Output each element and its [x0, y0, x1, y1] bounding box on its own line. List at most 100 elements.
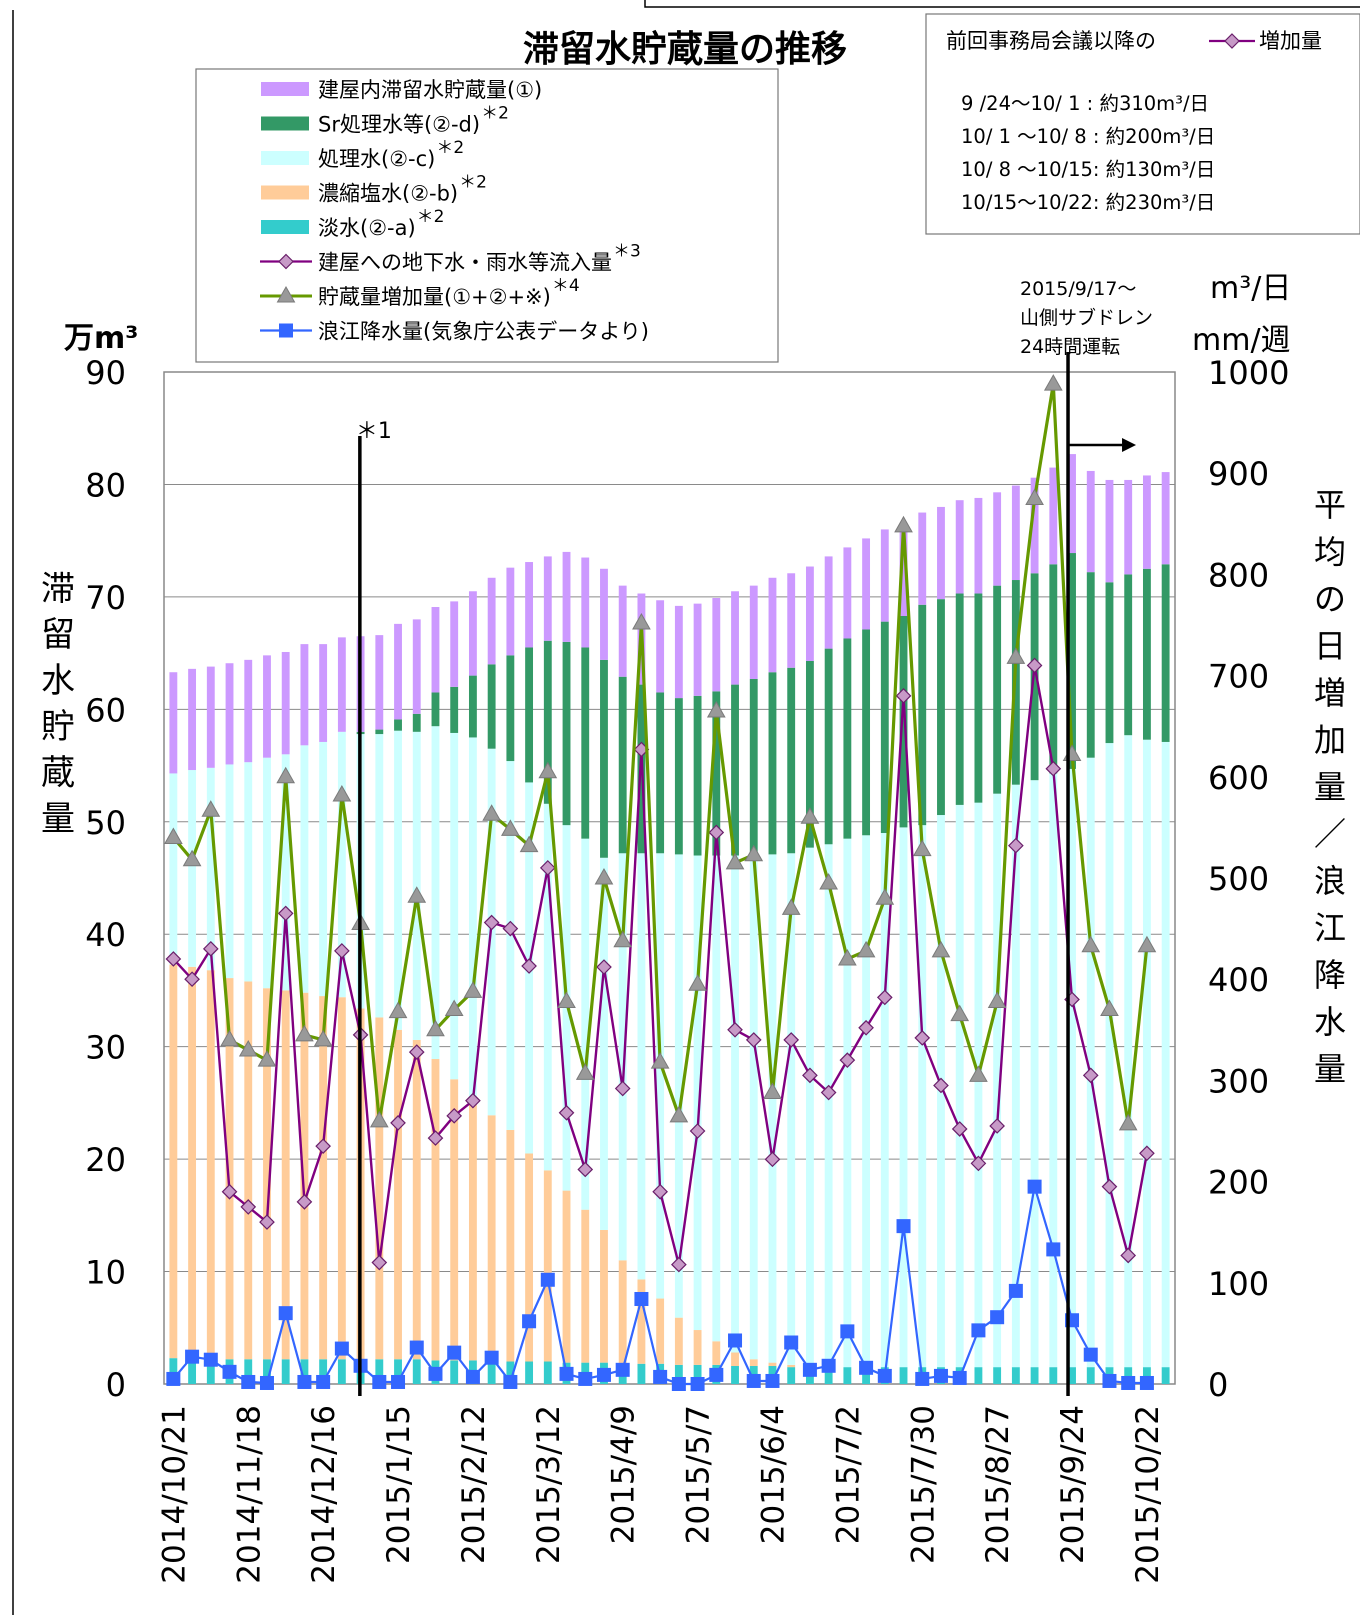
- point-storage-increase: [407, 886, 427, 903]
- bar-sr: [1142, 568, 1151, 740]
- point-inflow: [596, 959, 612, 975]
- x-tick-label: 2014/12/16: [306, 1405, 342, 1584]
- bar-fresh: [412, 1359, 421, 1384]
- bar-building: [862, 538, 871, 630]
- point-inflow: [614, 1080, 631, 1097]
- bar-sr: [1161, 564, 1170, 742]
- point-rainfall: [578, 1371, 593, 1386]
- bar-fresh: [1086, 1367, 1095, 1384]
- point-inflow: [446, 1107, 463, 1124]
- right-tick-label: 0: [1208, 1366, 1228, 1404]
- bar-fresh: [1011, 1367, 1020, 1384]
- point-inflow: [689, 1123, 706, 1139]
- point-rainfall: [877, 1368, 892, 1383]
- bar-fresh: [188, 1358, 197, 1384]
- bar-treated: [1086, 757, 1095, 1368]
- point-inflow: [502, 920, 519, 937]
- point-inflow: [1008, 837, 1024, 854]
- right-tick-label: 400: [1208, 961, 1269, 999]
- bar-building: [263, 655, 271, 758]
- point-inflow: [1026, 657, 1043, 674]
- point-inflow: [165, 951, 182, 967]
- point-storage-increase: [1043, 374, 1063, 391]
- bar-fresh: [1161, 1367, 1170, 1384]
- left-tick-label: 70: [85, 579, 126, 617]
- marker-2-label: 山側サブドレン: [1020, 306, 1153, 329]
- legend-label: 処理水(②-c): [318, 147, 435, 171]
- right-tick-label: 900: [1208, 455, 1269, 493]
- bar-building: [225, 663, 234, 765]
- left-tick-label: 60: [85, 691, 126, 729]
- bar-treated: [1105, 743, 1114, 1368]
- point-inflow: [708, 824, 725, 841]
- point-storage-increase: [201, 800, 221, 817]
- point-inflow: [408, 1044, 425, 1060]
- right-axis-label-char: の: [1314, 580, 1346, 618]
- x-tick-label: 2014/11/18: [231, 1405, 267, 1584]
- point-inflow: [371, 1254, 388, 1271]
- point-storage-increase: [1006, 647, 1026, 664]
- bar-concentrated: [637, 1279, 646, 1364]
- point-inflow: [277, 905, 294, 922]
- bar-building: [749, 585, 758, 679]
- bar-fresh: [1124, 1367, 1133, 1384]
- bar-building: [1124, 479, 1133, 575]
- bar-sr: [805, 660, 814, 848]
- right-axis-label-char: 増: [1314, 674, 1346, 712]
- point-rainfall: [990, 1310, 1005, 1325]
- bar-concentrated: [375, 1017, 384, 1360]
- point-rainfall: [297, 1374, 312, 1389]
- x-tick-label: 2015/2/12: [456, 1405, 492, 1564]
- right-axis-label-char: 水: [1314, 1003, 1346, 1041]
- annotations: ＊1 2015/9/17〜山側サブドレン 24時間運転: [356, 278, 1153, 1396]
- point-inflow: [876, 989, 893, 1006]
- bar-building: [1105, 479, 1114, 583]
- x-tick-label: 2015/8/27: [980, 1405, 1016, 1564]
- point-storage-increase: [257, 1050, 277, 1067]
- bar-sr: [749, 678, 758, 855]
- point-storage-increase: [856, 940, 876, 958]
- point-inflow: [315, 1138, 331, 1155]
- legend-superscript: ＊2: [436, 138, 464, 158]
- point-rainfall: [615, 1362, 630, 1377]
- point-storage-increase: [819, 873, 838, 890]
- x-tick-label: 2015/9/24: [1055, 1405, 1091, 1564]
- bar-fresh: [674, 1364, 683, 1384]
- point-inflow: [820, 1084, 837, 1101]
- bar-treated: [955, 804, 964, 1368]
- marker-1-label: ＊1: [356, 419, 392, 444]
- point-inflow: [783, 1032, 800, 1048]
- x-tick-label: 2015/10/22: [1130, 1405, 1166, 1584]
- bar-sr: [1105, 582, 1114, 744]
- point-rainfall: [203, 1352, 218, 1367]
- bar-sr: [375, 729, 384, 735]
- bar-building: [824, 556, 833, 649]
- bar-fresh: [843, 1367, 852, 1384]
- bar-building: [768, 577, 777, 673]
- bar-building: [319, 644, 328, 742]
- point-rainfall: [447, 1345, 462, 1360]
- bar-sr: [562, 641, 571, 826]
- point-inflow: [202, 940, 219, 957]
- info-box-content: 前回事務局会議以降の 増加量 9 /24〜10/ 1 : 約310m³/日 10/ 1…: [946, 29, 1322, 214]
- point-storage-increase: [669, 1105, 689, 1123]
- point-storage-increase: [838, 948, 857, 966]
- point-inflow: [970, 1155, 987, 1172]
- point-storage-increase: [744, 844, 764, 862]
- bar-treated: [450, 732, 459, 1080]
- bar-sr: [974, 593, 983, 803]
- bar-sr: [525, 647, 534, 783]
- point-rainfall: [840, 1324, 855, 1339]
- point-storage-increase: [463, 981, 483, 998]
- point-inflow: [727, 1021, 743, 1038]
- bar-treated: [300, 745, 309, 993]
- bar-treated: [918, 825, 927, 1368]
- point-storage-increase: [912, 839, 932, 857]
- bar-fresh: [487, 1360, 496, 1384]
- right-axis-label-char: 均: [1314, 533, 1346, 571]
- right-axis-label-char: 加: [1314, 721, 1346, 759]
- point-storage-increase: [594, 867, 614, 885]
- bar-sr: [918, 604, 927, 826]
- legend-label: 建屋内滞留水貯蔵量(①): [318, 78, 542, 102]
- point-rainfall: [1083, 1347, 1098, 1362]
